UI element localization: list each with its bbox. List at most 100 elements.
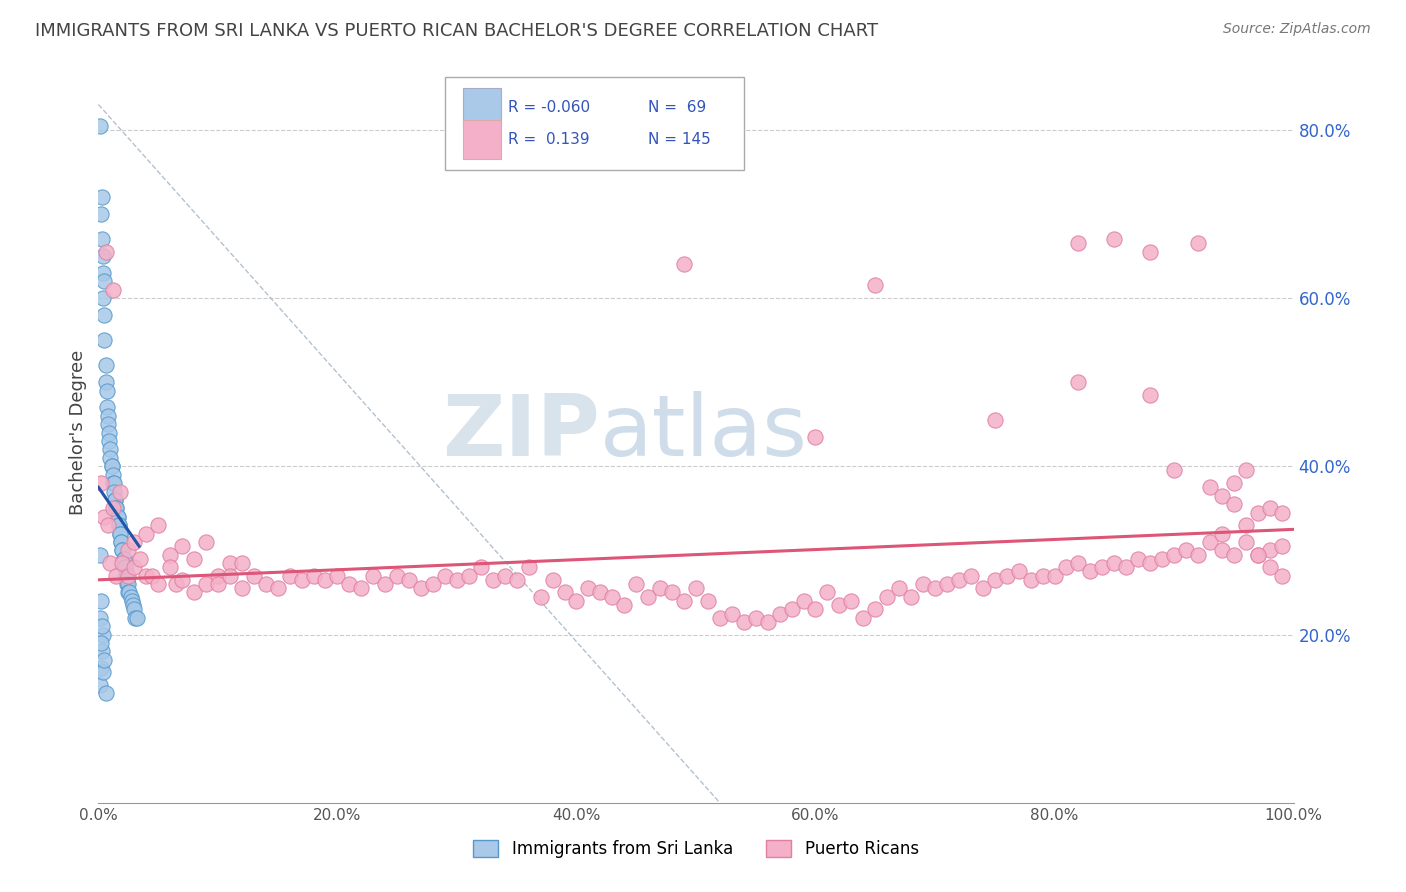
Point <box>673 594 696 608</box>
Point <box>1152 551 1174 566</box>
Point <box>114 560 136 574</box>
Point <box>685 581 707 595</box>
Point <box>91 232 114 246</box>
Point <box>1067 236 1090 251</box>
Point <box>661 585 683 599</box>
Point <box>125 610 148 624</box>
Point <box>243 568 266 582</box>
Point <box>90 476 112 491</box>
Point <box>768 607 790 621</box>
Point <box>148 518 170 533</box>
Point <box>828 598 851 612</box>
Point <box>637 590 659 604</box>
Point <box>924 581 946 595</box>
Point <box>1271 506 1294 520</box>
Point <box>278 568 301 582</box>
Point <box>1234 535 1257 549</box>
Point <box>129 551 152 566</box>
Point <box>589 585 612 599</box>
Point <box>470 560 492 574</box>
Point <box>506 573 529 587</box>
Point <box>1199 480 1222 494</box>
Point <box>148 577 170 591</box>
Point <box>89 119 111 133</box>
Point <box>159 560 181 574</box>
Point <box>122 598 145 612</box>
Point <box>984 573 1007 587</box>
Point <box>745 610 768 624</box>
Point <box>1258 560 1281 574</box>
Point <box>124 535 146 549</box>
Point <box>889 581 911 595</box>
Point <box>1271 568 1294 582</box>
Point <box>159 548 181 562</box>
Point <box>602 590 624 604</box>
Point <box>434 568 457 582</box>
Point <box>98 556 122 570</box>
Point <box>114 560 136 574</box>
Point <box>101 476 124 491</box>
Point <box>98 442 122 457</box>
Point <box>91 619 114 633</box>
Point <box>1104 556 1126 570</box>
Text: R = -0.060: R = -0.060 <box>509 100 591 115</box>
Point <box>1211 526 1233 541</box>
Point <box>804 602 827 616</box>
Point <box>254 577 277 591</box>
Point <box>422 577 444 591</box>
Point <box>108 526 131 541</box>
Point <box>117 577 139 591</box>
Point <box>613 598 636 612</box>
Point <box>107 509 129 524</box>
Point <box>183 551 205 566</box>
Point <box>90 636 112 650</box>
FancyBboxPatch shape <box>463 120 501 159</box>
Point <box>100 459 122 474</box>
Point <box>302 568 325 582</box>
Point <box>111 543 134 558</box>
Point <box>104 492 127 507</box>
Point <box>494 568 516 582</box>
Point <box>626 577 648 591</box>
Point <box>648 581 672 595</box>
Point <box>112 551 135 566</box>
Point <box>90 207 112 221</box>
Point <box>207 568 229 582</box>
Text: N =  69: N = 69 <box>648 100 706 115</box>
Point <box>1247 506 1270 520</box>
Point <box>1234 463 1257 477</box>
Point <box>1199 535 1222 549</box>
Point <box>90 594 112 608</box>
Point <box>1056 560 1078 574</box>
Point <box>1223 548 1246 562</box>
Point <box>105 501 128 516</box>
Point <box>219 556 242 570</box>
Point <box>756 615 779 629</box>
Point <box>105 568 128 582</box>
Text: Source: ZipAtlas.com: Source: ZipAtlas.com <box>1223 22 1371 37</box>
Point <box>876 590 898 604</box>
Point <box>91 644 114 658</box>
Point <box>458 568 481 582</box>
Point <box>1247 548 1270 562</box>
Point <box>91 249 114 263</box>
Point <box>780 602 803 616</box>
Point <box>111 543 134 558</box>
Point <box>97 409 120 423</box>
Point <box>97 417 120 432</box>
Point <box>1271 539 1294 553</box>
Point <box>117 543 139 558</box>
Point <box>96 401 118 415</box>
Point <box>900 590 922 604</box>
Point <box>339 577 361 591</box>
Point <box>120 590 142 604</box>
Point <box>709 610 731 624</box>
Point <box>815 585 838 599</box>
Point <box>984 413 1007 427</box>
Point <box>481 573 505 587</box>
Point <box>398 573 420 587</box>
Point <box>195 577 218 591</box>
Point <box>1247 548 1270 562</box>
Point <box>1163 548 1185 562</box>
Point <box>1258 501 1281 516</box>
